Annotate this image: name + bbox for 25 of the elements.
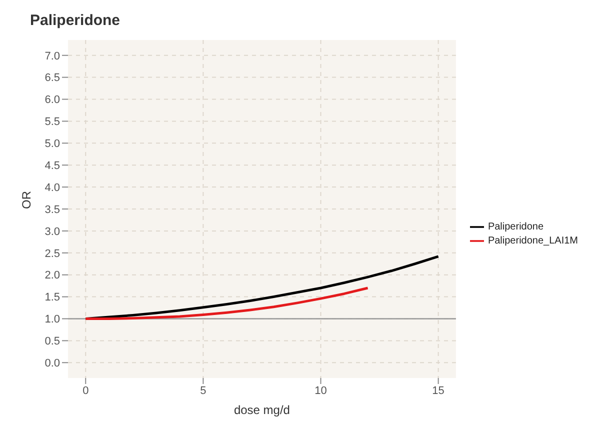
y-tick-label: 4.0 — [44, 182, 60, 194]
y-tick-label: 0.0 — [44, 358, 60, 370]
legend-label: Paliperidone — [488, 222, 544, 233]
y-tick-label: 5.5 — [44, 116, 60, 128]
y-tick-label: 4.5 — [44, 160, 60, 172]
y-tick-label: 1.5 — [44, 292, 60, 304]
y-tick-label: 2.5 — [44, 248, 60, 260]
y-axis-title: OR — [19, 190, 34, 209]
x-axis-title: dose mg/d — [234, 403, 290, 417]
x-tick-label: 0 — [82, 384, 89, 397]
line-series — [84, 286, 370, 320]
y-tick-label: 2.0 — [44, 270, 60, 282]
y-tick-label: 7.0 — [44, 50, 60, 62]
y-tick-label: 1.0 — [44, 314, 60, 326]
y-tick-label: 3.0 — [44, 226, 60, 238]
x-tick-label: 15 — [432, 384, 444, 397]
legend-label: Paliperidone_LAI1M — [488, 236, 578, 247]
y-tick-label: 6.0 — [44, 94, 60, 106]
y-tick-label: 6.5 — [44, 72, 60, 84]
x-tick-label: 5 — [200, 384, 206, 397]
y-tick-label: 3.5 — [44, 204, 60, 216]
x-tick-label: 10 — [314, 384, 327, 397]
chart-title: Paliperidone — [29, 11, 122, 31]
y-tick-label: 5.0 — [44, 138, 60, 150]
y-tick-label: 0.5 — [44, 336, 60, 348]
